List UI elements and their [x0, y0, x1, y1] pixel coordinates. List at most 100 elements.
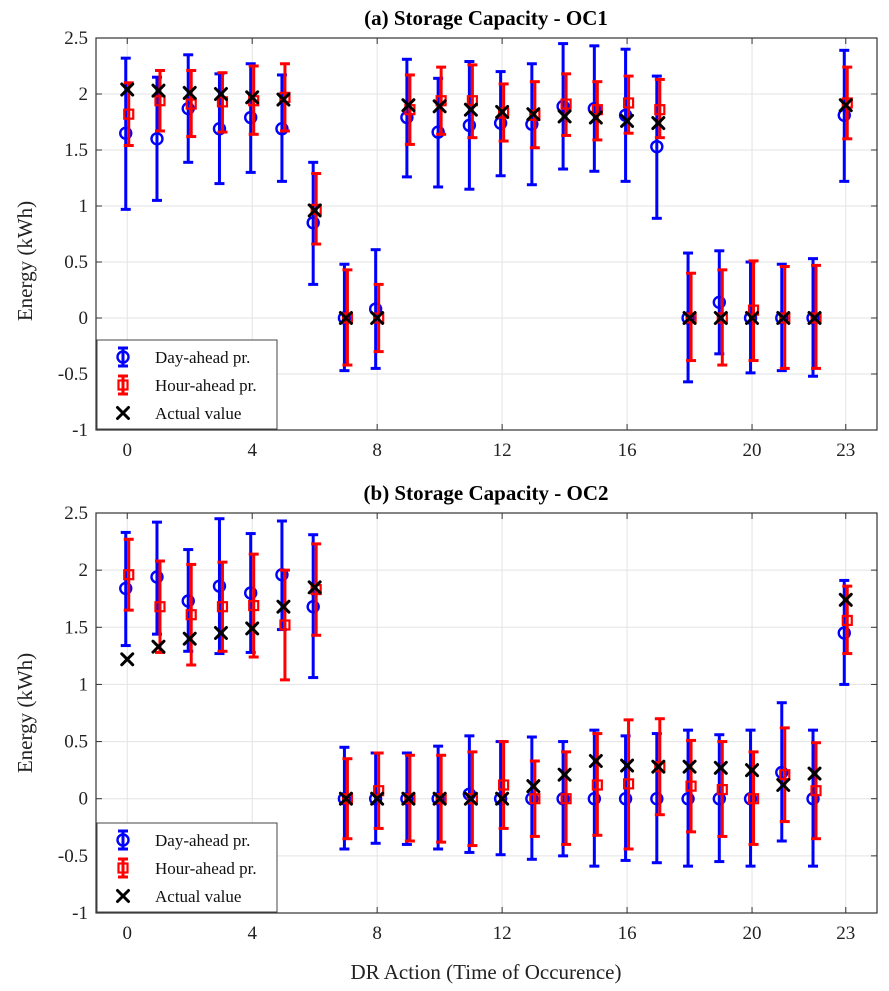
legend-label: Day-ahead pr.: [155, 831, 250, 850]
x-tick-label: 0: [122, 440, 132, 461]
data-point-square: [622, 778, 635, 790]
data-point-square: [747, 793, 760, 805]
data-point-square: [591, 779, 603, 791]
y-tick-label: 2: [79, 84, 89, 105]
data-point-square: [810, 312, 822, 324]
data-point-square: [779, 769, 791, 781]
error-bar: [589, 44, 600, 173]
data-point-circle: [243, 586, 258, 600]
data-point-square: [810, 785, 822, 797]
legend-label: Actual value: [155, 404, 241, 423]
data-point-x: [776, 778, 791, 792]
error-bar: [373, 751, 384, 830]
data-point-circle: [431, 125, 445, 139]
data-point-square: [154, 95, 166, 107]
data-point-circle: [150, 570, 164, 584]
error-bar: [558, 42, 569, 171]
legend: Day-ahead pr. Hour-ahead pr. Actual value: [96, 339, 278, 430]
x-tick-label: 23: [836, 440, 855, 461]
x-tick-label: 0: [122, 923, 132, 944]
data-point-x: [120, 652, 135, 667]
axes-box: [95, 37, 878, 431]
legend-marker-x: [116, 406, 130, 420]
y-tick-label: 1.5: [64, 140, 88, 161]
data-point-square: [716, 312, 728, 324]
data-point-square: [123, 108, 135, 120]
data-point-square: [466, 95, 478, 107]
data-point-x: [432, 99, 447, 114]
error-bar: [717, 740, 728, 838]
data-point-circle: [368, 792, 383, 806]
panel-title-oc1: (a) Storage Capacity - OC1: [364, 6, 608, 30]
data-point-circle: [806, 792, 820, 806]
y-tick-label: 0: [79, 789, 89, 810]
data-point-circle: [681, 792, 695, 806]
data-point-square: [248, 599, 260, 612]
data-point-circle: [119, 581, 133, 596]
error-bar: [683, 728, 694, 868]
data-point-square: [154, 601, 166, 613]
data-point-circle: [243, 110, 258, 125]
data-point-x: [213, 87, 228, 101]
error-bar: [498, 740, 509, 830]
data-point-square: [622, 97, 635, 109]
data-point-x: [682, 311, 697, 325]
data-point-x: [838, 98, 853, 113]
error-bar: [808, 728, 819, 868]
y-tick-label: -0.5: [58, 364, 88, 385]
error-bar: [526, 62, 537, 187]
data-point-x: [745, 763, 760, 778]
error-bar: [839, 48, 850, 183]
legend: Day-ahead pr. Hour-ahead pr. Actual value: [96, 822, 278, 913]
error-bar: [592, 80, 603, 142]
error-bar: [248, 552, 259, 659]
error-bar: [123, 537, 134, 612]
error-bar: [404, 73, 415, 146]
data-point-circle: [743, 311, 758, 325]
data-point-x: [526, 779, 541, 794]
error-bar: [811, 741, 822, 841]
data-point-circle: [837, 108, 851, 122]
data-point-square: [435, 793, 447, 805]
data-point-x: [651, 116, 666, 131]
y-tick-label: -1: [72, 903, 88, 924]
grid-lines: [96, 37, 877, 431]
x-tick-label: 4: [247, 440, 257, 461]
data-point-square: [685, 780, 697, 792]
x-tick-label: 20: [743, 923, 762, 944]
data-point-circle: [181, 594, 195, 608]
data-point-x: [338, 791, 353, 806]
data-point-x: [526, 107, 541, 122]
y-axis-label-oc1: Energy (kWh): [13, 201, 37, 321]
error-bar: [561, 72, 572, 137]
data-point-circle: [212, 579, 227, 593]
error-bar: [714, 733, 725, 864]
axes-box: [95, 512, 878, 914]
error-bar: [686, 738, 697, 834]
data-point-square: [685, 312, 697, 324]
y-tick-label: 1: [79, 674, 89, 695]
y-tick-label: 0.5: [64, 732, 88, 753]
legend-marker-circle: [116, 833, 130, 847]
data-point-circle: [556, 99, 570, 114]
data-point-x: [307, 580, 322, 595]
data-point-x: [651, 759, 666, 774]
data-point-x: [338, 311, 353, 325]
error-bar: [370, 248, 381, 370]
series-square: [123, 62, 853, 370]
data-point-x: [463, 102, 478, 117]
data-point-circle: [306, 600, 320, 614]
data-point-square: [654, 104, 666, 116]
error-bar: [495, 70, 506, 178]
error-bar: [120, 530, 131, 648]
data-point-square: [373, 312, 385, 324]
data-point-square: [654, 761, 666, 773]
data-point-x: [370, 311, 385, 325]
data-point-x: [182, 85, 197, 100]
data-point-square: [779, 312, 791, 324]
y-tick-label: -1: [72, 420, 88, 441]
data-point-x: [838, 592, 853, 607]
error-bar: [529, 759, 540, 838]
data-point-circle: [618, 792, 633, 806]
